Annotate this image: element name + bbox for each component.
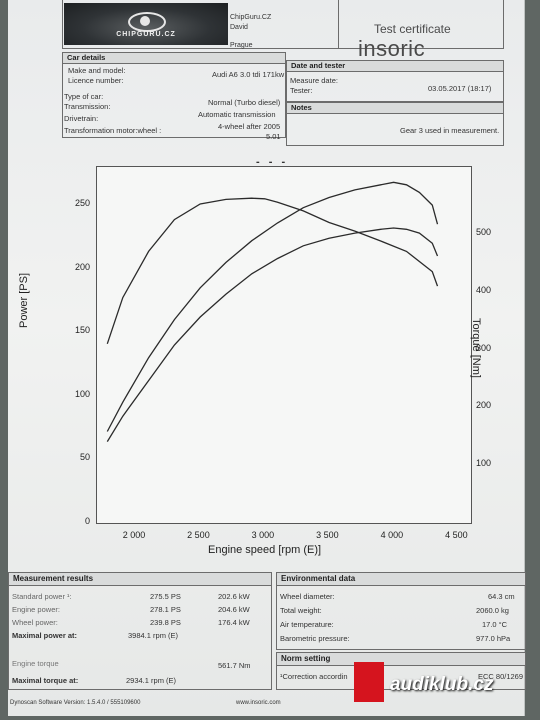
- x-tick-label: 4 000: [380, 530, 404, 540]
- car-row-value: Automatic transmission: [198, 110, 276, 119]
- audiklub-watermark: audiklub.cz: [354, 662, 540, 720]
- car-row-value: 5.01: [266, 132, 281, 141]
- result-label: Engine power:: [12, 605, 60, 614]
- y2-tick-label: 400: [476, 284, 492, 295]
- car-row-label: Transmission:: [64, 102, 111, 111]
- norm-title: Norm setting: [277, 653, 525, 666]
- eye-icon: [128, 12, 166, 32]
- insoric-logo: insoric: [358, 36, 426, 61]
- x-tick-label: 3 500: [316, 530, 339, 540]
- x-tick-label: 4 500: [445, 530, 468, 540]
- torque-value: 561.7 Nm: [218, 661, 251, 670]
- max-torque-value: 2934.1 rpm (E): [126, 676, 177, 685]
- power-torque-chart: [96, 166, 472, 524]
- environment-box: Environmental data: [276, 572, 526, 650]
- result-label: Maximal power at:: [12, 631, 78, 640]
- person-name: David: [230, 24, 248, 31]
- header-frame: [62, 0, 504, 49]
- measure-date-label: Measure date:: [290, 76, 338, 85]
- test-certificate-sheet: CHIPGURU.CZ ChipGuru.CZ David Prague Tes…: [8, 0, 526, 716]
- car-details-box: Car details: [62, 52, 286, 138]
- max-torque-label: Maximal torque at:: [12, 676, 79, 685]
- car-details-title: Car details: [63, 53, 285, 64]
- y-tick-label: 250: [74, 198, 90, 209]
- car-row-label: Drivetrain:: [64, 114, 99, 123]
- certificate-title: Test certificate: [374, 22, 451, 36]
- logo-text: CHIPGURU.CZ: [116, 31, 176, 38]
- date-tester-title: Date and tester: [287, 61, 503, 72]
- header-divider: [338, 0, 339, 48]
- environment-title: Environmental data: [277, 573, 525, 586]
- norm-box: Norm setting: [276, 652, 526, 690]
- eye-pupil: [140, 16, 150, 26]
- results-title: Measurement results: [9, 573, 271, 586]
- result-value-ps: 275.5 PS: [150, 592, 181, 601]
- watermark-text: audiklub.cz: [390, 674, 494, 695]
- x-tick-label: 3 000: [251, 530, 275, 540]
- result-value-ps: 278.1 PS: [150, 605, 181, 614]
- car-row-value: Normal (Turbo diesel): [208, 98, 281, 107]
- y2-tick-label: 300: [476, 342, 492, 353]
- car-row-label: Transformation motor:wheel :: [64, 126, 162, 135]
- env-value: 2060.0 kg: [476, 606, 509, 615]
- car-row-value: 4-wheel after 2005: [218, 122, 281, 131]
- car-row-label: Make and model:: [68, 66, 126, 75]
- y2-tick-label: 200: [476, 400, 492, 411]
- env-label: Air temperature:: [280, 620, 334, 629]
- software-version: Dynoscan Software Version: 1.5.4.0 / 555…: [10, 700, 141, 706]
- x-tick-label: 2 500: [187, 530, 210, 540]
- y-tick-label: 150: [74, 325, 90, 336]
- y-axis-label: Power [PS]: [18, 272, 30, 328]
- car-row-label: Licence number:: [68, 76, 124, 85]
- result-value-ps: 239.8 PS: [150, 618, 181, 627]
- env-value: 17.0 °C: [482, 620, 508, 629]
- y-tick-label: 100: [74, 388, 90, 399]
- y2-tick-label: 500: [476, 227, 492, 238]
- env-label: Total weight:: [280, 606, 322, 615]
- notes-title: Notes: [287, 103, 503, 114]
- result-value-kw: 204.6 kW: [218, 605, 250, 614]
- x-tick-label: 2 000: [122, 530, 146, 540]
- footer-site: www.insoric.com: [236, 700, 281, 706]
- y2-tick-label: 100: [476, 458, 492, 469]
- city-name: Prague: [230, 42, 253, 49]
- chart-series-line-1: [106, 227, 439, 442]
- norm-label: ¹Correction accordin: [280, 672, 348, 681]
- result-label: Standard power ¹:: [12, 592, 72, 601]
- y-tick-label: 50: [79, 452, 90, 463]
- y-tick-label: 0: [84, 516, 90, 526]
- y-tick-label: 200: [74, 261, 90, 272]
- env-value: 977.0 hPa: [476, 634, 511, 643]
- chart-legend: - - -: [256, 156, 289, 168]
- results-box: Measurement results: [8, 572, 272, 690]
- chart-series-line-0: [106, 181, 439, 432]
- norm-value: ECC 80/1269: [478, 672, 524, 681]
- torque-label: Engine torque: [12, 659, 59, 668]
- car-row-value: Audi A6 3.0 tdi 171kw: [212, 70, 285, 79]
- company-name: ChipGuru.CZ: [230, 14, 272, 21]
- result-value-kw: 202.6 kW: [218, 592, 250, 601]
- chipguru-logo: CHIPGURU.CZ: [64, 3, 228, 45]
- car-row-label: Type of car:: [64, 92, 104, 101]
- chart-plot: [106, 181, 439, 442]
- notes-box: Notes: [286, 102, 504, 146]
- env-value: 64.3 cm: [488, 592, 515, 601]
- audi-rings-icon: [354, 662, 384, 702]
- env-label: Wheel diameter:: [280, 592, 335, 601]
- chart-series-line-2: [106, 197, 439, 345]
- tester-label: Tester:: [290, 86, 313, 95]
- x-axis-label: Engine speed [rpm (E)]: [208, 544, 322, 556]
- result-value-kw: 176.4 kW: [218, 618, 250, 627]
- env-label: Barometric pressure:: [280, 634, 350, 643]
- result-value-rpm: 3984.1 rpm (E): [128, 631, 179, 640]
- measure-date-value: 03.05.2017 (18:17): [428, 84, 492, 93]
- date-tester-box: Date and tester: [286, 60, 504, 102]
- result-label: Wheel power:: [12, 618, 58, 627]
- notes-value: Gear 3 used in measurement.: [400, 126, 500, 135]
